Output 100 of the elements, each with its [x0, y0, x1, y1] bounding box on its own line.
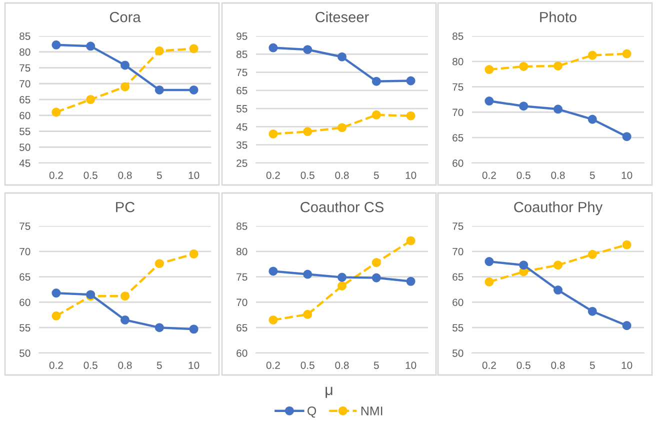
- point: [484, 65, 494, 74]
- x-axis-title: μ: [326, 386, 332, 398]
- y-tick-label: 45: [236, 123, 248, 131]
- y-tick-label: 55: [236, 105, 248, 112]
- y-tick-label: 60: [20, 112, 30, 120]
- y-tick-label: 55: [20, 324, 30, 332]
- y-tick-label: 65: [452, 134, 464, 142]
- point: [553, 285, 563, 295]
- y-tick-label: 60: [452, 160, 464, 167]
- y-tick-label: 70: [20, 248, 30, 256]
- point: [519, 102, 528, 111]
- y-tick-label: 65: [452, 273, 464, 281]
- y-tick-label: 75: [20, 222, 30, 230]
- y-tick-label: 80: [20, 48, 30, 56]
- y-tick-label: 60: [236, 350, 248, 357]
- x-tick-label: 10: [406, 362, 416, 369]
- point: [553, 104, 563, 114]
- y-tick-label: 35: [236, 141, 248, 149]
- y-tick-label: 70: [452, 248, 464, 256]
- point: [268, 266, 278, 276]
- point: [588, 306, 597, 316]
- x-tick-label: 5: [590, 172, 595, 179]
- x-tick-label: 0.2: [266, 172, 280, 179]
- point: [303, 270, 312, 279]
- point: [588, 50, 597, 60]
- y-tick-label: 65: [236, 86, 248, 94]
- chart-title: Photo: [540, 12, 576, 22]
- y-tick-label: 65: [236, 324, 248, 332]
- y-tick-label: 75: [20, 64, 30, 72]
- x-tick-label: 10: [188, 362, 200, 369]
- x-tick-label: 0.5: [516, 362, 530, 369]
- y-tick-label: 45: [19, 160, 30, 167]
- point: [303, 45, 312, 54]
- point: [120, 82, 130, 92]
- point: [372, 273, 381, 282]
- x-tick-label: 10: [406, 172, 416, 179]
- point: [189, 249, 198, 258]
- point: [372, 110, 381, 120]
- point: [154, 46, 164, 56]
- chart-title: Cora: [110, 12, 141, 22]
- point: [268, 129, 278, 138]
- x-tick-label: 5: [156, 172, 162, 179]
- y-tick-label: 80: [452, 58, 464, 66]
- x-tick-label: 10: [622, 172, 632, 179]
- point: [622, 321, 632, 330]
- chart-title: Coauthor Phy: [514, 202, 603, 216]
- point: [120, 315, 130, 324]
- point: [519, 260, 528, 270]
- y-tick-label: 75: [452, 222, 464, 230]
- x-tick-label: 10: [188, 172, 200, 179]
- y-tick-label: 50: [452, 350, 464, 357]
- y-tick-label: 50: [20, 144, 30, 151]
- point: [268, 315, 278, 324]
- y-tick-label: 75: [236, 273, 248, 281]
- y-tick-label: 95: [236, 32, 248, 40]
- point: [622, 240, 632, 250]
- y-tick-label: 75: [452, 83, 464, 91]
- x-tick-label: 0.8: [118, 172, 132, 179]
- point: [120, 60, 130, 70]
- point: [553, 260, 563, 270]
- x-tick-label: 0.2: [49, 172, 63, 179]
- point: [52, 108, 61, 117]
- point: [553, 61, 563, 70]
- point: [189, 324, 198, 334]
- point: [120, 292, 130, 301]
- y-tick-label: 70: [20, 80, 30, 88]
- y-tick-label: 50: [20, 350, 30, 357]
- y-tick-label: 60: [452, 298, 464, 306]
- x-tick-label: 5: [590, 362, 595, 369]
- point: [154, 85, 164, 94]
- y-tick-label: 85: [236, 50, 248, 58]
- x-tick-label: 5: [374, 172, 379, 179]
- point: [86, 42, 96, 51]
- x-tick-label: 0.2: [266, 362, 280, 369]
- point: [484, 277, 494, 286]
- point: [52, 311, 61, 320]
- point: [86, 94, 96, 104]
- y-tick-label: 60: [20, 298, 30, 306]
- point: [268, 43, 278, 52]
- x-tick-label: 0.5: [84, 362, 98, 369]
- point: [337, 272, 347, 282]
- y-tick-label: 55: [452, 324, 464, 332]
- x-tick-label: 0.5: [516, 172, 530, 179]
- x-tick-label: 0.8: [551, 172, 565, 179]
- point: [372, 76, 381, 86]
- point: [372, 258, 381, 268]
- y-tick-label: 75: [236, 68, 248, 76]
- point: [406, 76, 416, 86]
- x-tick-label: 0.2: [49, 362, 63, 369]
- chart-title: Coauthor CS: [300, 202, 384, 212]
- y-tick-label: 70: [236, 298, 248, 306]
- point: [303, 310, 312, 319]
- x-tick-label: 0.8: [335, 362, 349, 369]
- point: [337, 52, 347, 62]
- point: [337, 281, 347, 290]
- point: [519, 62, 528, 71]
- y-tick-label: 80: [236, 248, 248, 256]
- y-tick-label: 70: [452, 108, 464, 116]
- point: [622, 132, 632, 142]
- point: [588, 114, 597, 124]
